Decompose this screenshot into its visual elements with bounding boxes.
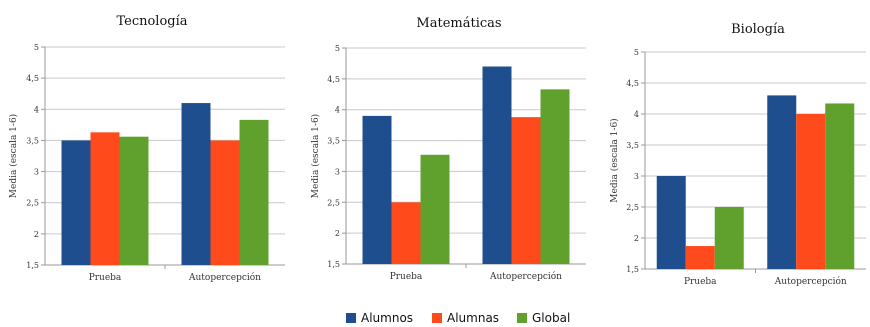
- y-tick-label: 4: [634, 110, 639, 119]
- chart-panels: Tecnología 1,5 2 2,5 3 3,5 4 4,5 5 Media (escala …: [8, 14, 866, 287]
- y-axis-label: Media (escala 1-6): [310, 114, 321, 198]
- bar-alumnos-autopercepcion: [181, 103, 211, 265]
- y-tick-label: 3: [34, 168, 39, 177]
- chart-title: Biología: [731, 22, 785, 37]
- chart-tecnologia: Tecnología 1,5 2 2,5 3 3,5 4 4,5 5 Media (escala …: [8, 14, 285, 283]
- chart-title: Tecnología: [116, 14, 187, 29]
- bar-global-autopercepcion: [540, 89, 570, 264]
- x-category-label: Autopercepción: [774, 276, 847, 287]
- y-tick-label: 3: [335, 167, 340, 176]
- y-tick-label: 4: [335, 106, 340, 115]
- bar-alumnos-prueba: [362, 115, 392, 264]
- chart-biologia: Biología 1,5 2 2,5 3 3,5 4 4,5 5 Media (escala 1-…: [609, 22, 866, 287]
- y-tick-label: 4: [34, 105, 39, 114]
- y-tick-label: 1,5: [626, 265, 639, 274]
- bar-alumnas-prueba: [391, 202, 421, 264]
- bar-alumnos-prueba: [656, 176, 686, 269]
- x-category-label: Prueba: [89, 273, 122, 283]
- bar-global-prueba: [714, 207, 744, 269]
- legend-label: Alumnas: [447, 311, 499, 325]
- x-category-label: Prueba: [390, 272, 423, 282]
- y-tick-label: 3,5: [327, 137, 340, 146]
- y-tick-label: 4,5: [626, 79, 639, 88]
- bar-alumnos-autopercepcion: [482, 66, 512, 264]
- y-tick-label: 3,5: [26, 136, 39, 145]
- y-tick-label: 2,5: [626, 203, 639, 212]
- bar-global-prueba: [119, 136, 149, 265]
- bar-alumnas-autopercepcion: [210, 140, 240, 265]
- y-tick-label: 4,5: [327, 75, 340, 84]
- y-tick-label: 2,5: [26, 199, 39, 208]
- legend-item-alumnas: Alumnas: [432, 311, 499, 325]
- y-tick-label: 1,5: [327, 260, 340, 269]
- legend-label: Alumnos: [361, 311, 413, 325]
- bar-alumnas-prueba: [685, 246, 715, 269]
- y-axis-label: Media (escala 1-6): [8, 114, 19, 198]
- bar-alumnos-prueba: [61, 140, 91, 265]
- y-tick-label: 4,5: [26, 74, 39, 83]
- bar-global-autopercepcion: [239, 119, 269, 265]
- legend-swatch: [432, 313, 442, 323]
- y-tick-label: 3: [634, 172, 639, 181]
- y-axis-label: Media (escala 1-6): [609, 118, 620, 202]
- y-tick-label: 5: [34, 43, 39, 52]
- bar-alumnas-autopercepcion: [796, 114, 826, 269]
- legend: Alumnos Alumnas Global: [346, 311, 570, 325]
- legend-swatch: [346, 313, 356, 323]
- chart-title: Matemáticas: [416, 16, 501, 31]
- x-category-label: Autopercepción: [188, 272, 261, 283]
- legend-label: Global: [532, 311, 570, 325]
- bar-alumnas-prueba: [90, 132, 120, 265]
- x-category-label: Autopercepción: [489, 271, 562, 282]
- y-tick-label: 2: [335, 229, 340, 238]
- y-tick-label: 5: [634, 48, 639, 57]
- legend-item-global: Global: [517, 311, 570, 325]
- chart-matematicas: Matemáticas 1,5 2 2,5 3 3,5 4 4,5 5 Media (escala…: [310, 16, 586, 282]
- bar-global-prueba: [420, 154, 450, 264]
- bar-alumnos-autopercepcion: [767, 95, 797, 270]
- y-tick-label: 2: [634, 234, 639, 243]
- y-tick-label: 3,5: [626, 141, 639, 150]
- bar-global-autopercepcion: [825, 103, 855, 270]
- x-category-label: Prueba: [684, 277, 717, 287]
- y-tick-label: 1,5: [26, 261, 39, 270]
- y-tick-label: 5: [335, 44, 340, 53]
- y-tick-label: 2: [34, 230, 39, 239]
- legend-swatch: [517, 313, 527, 323]
- y-tick-label: 2,5: [327, 198, 340, 207]
- bar-alumnas-autopercepcion: [511, 117, 541, 265]
- legend-item-alumnos: Alumnos: [346, 311, 413, 325]
